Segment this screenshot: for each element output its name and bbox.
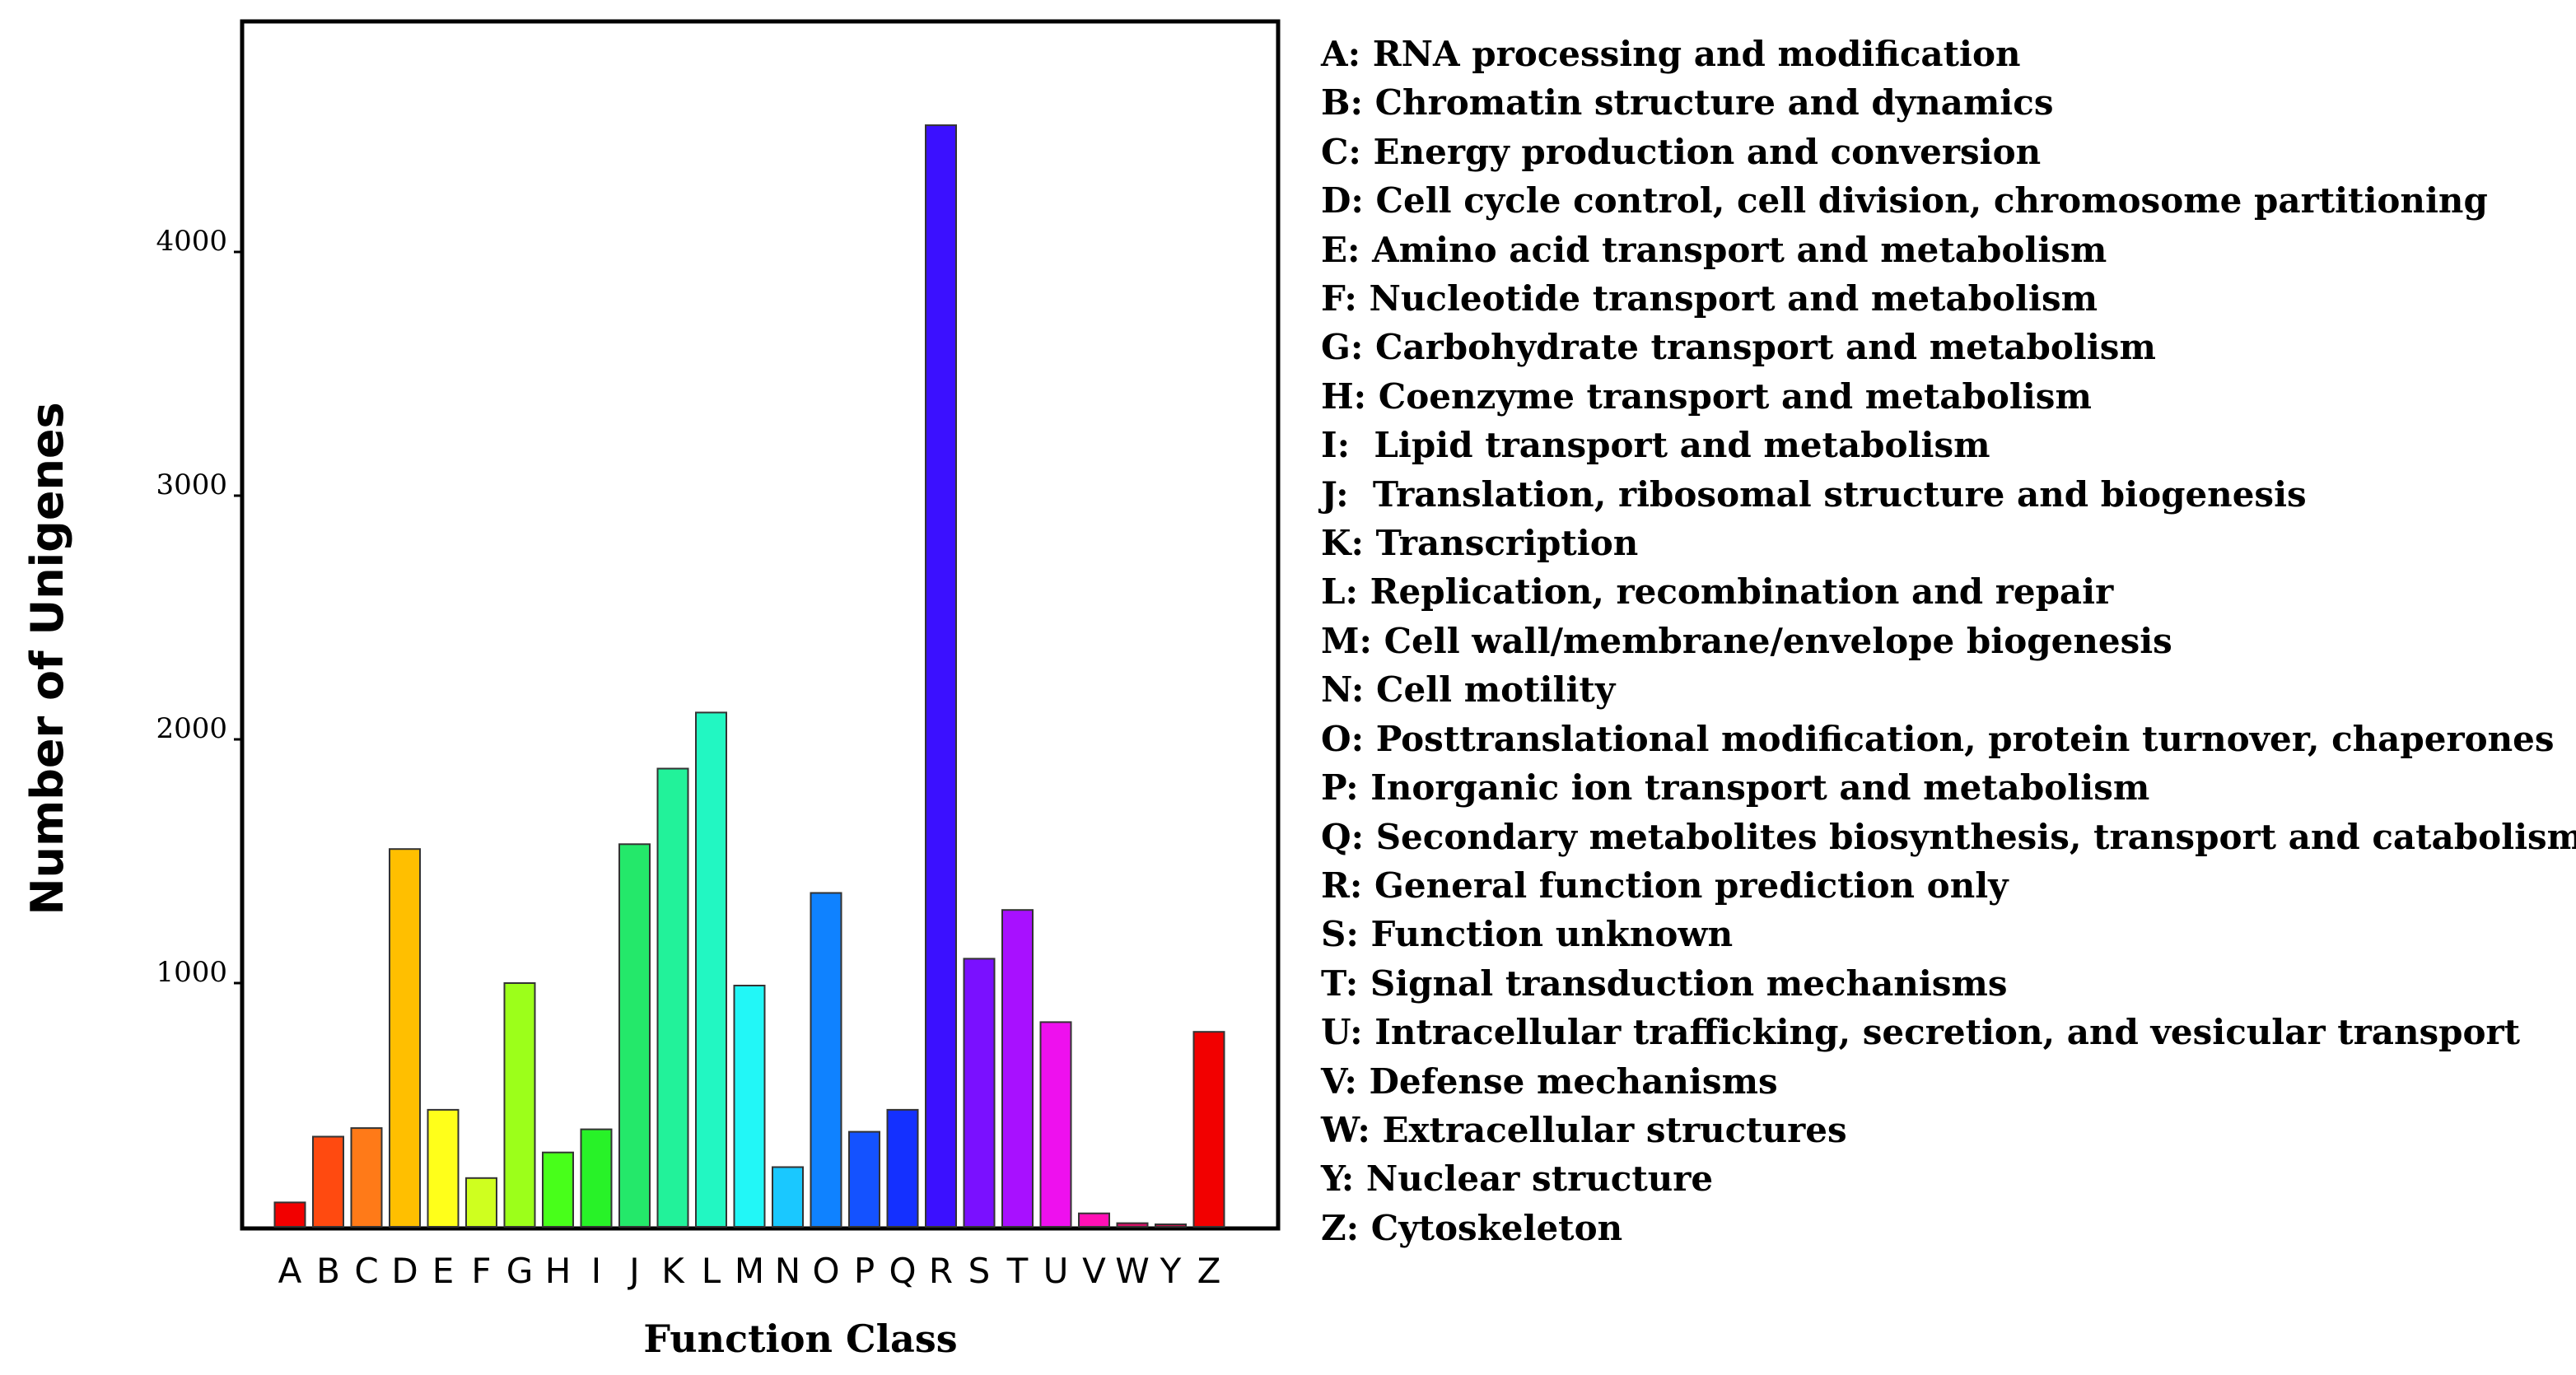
plot-frame [240, 19, 1281, 1231]
bar-S [963, 958, 996, 1228]
bar-H [542, 1151, 574, 1228]
x-axis-label: Function Class [643, 1317, 957, 1361]
legend-item-D: D: Cell cycle control, cell division, ch… [1321, 180, 2488, 221]
y-tick-label-2000: 2000 [156, 712, 227, 745]
legend-item-S: S: Function unknown [1321, 914, 1734, 955]
x-category-label-Y: Y [1160, 1251, 1182, 1291]
x-category-label-C: C [354, 1251, 378, 1291]
legend-item-Y: Y: Nuclear structure [1321, 1158, 1714, 1200]
legend-item-W: W: Extracellular structures [1321, 1109, 1847, 1150]
x-category-label-V: V [1082, 1251, 1106, 1291]
legend-item-T: T: Signal transduction mechanisms [1321, 962, 2008, 1004]
x-category-label-J: J [627, 1251, 639, 1291]
x-category-label-S: S [968, 1251, 991, 1291]
y-tick-label-4000: 4000 [156, 225, 227, 258]
legend-item-K: K: Transcription [1321, 523, 1639, 564]
bar-M [733, 985, 766, 1228]
x-category-label-R: R [929, 1251, 953, 1291]
x-category-label-L: L [702, 1251, 721, 1291]
bar-C [350, 1127, 383, 1228]
x-category-label-T: T [1006, 1251, 1029, 1291]
x-category-label-P: P [854, 1251, 875, 1291]
legend-item-R: R: General function prediction only [1321, 865, 2009, 906]
bar-A [273, 1201, 306, 1228]
bar-Z [1192, 1031, 1225, 1228]
legend-item-E: E: Amino acid transport and metabolism [1321, 229, 2107, 270]
bar-W [1116, 1222, 1149, 1228]
x-category-label-K: K [661, 1251, 685, 1291]
legend-item-O: O: Posttranslational modification, prote… [1321, 718, 2555, 759]
bar-K [656, 767, 689, 1228]
y-axis-ticks: 1000 2000 3000 4000 [156, 225, 244, 989]
x-category-label-F: F [471, 1251, 491, 1291]
legend-item-J: J: Translation, ribosomal structure and … [1321, 473, 2307, 515]
x-category-label-A: A [278, 1251, 302, 1291]
legend-item-I: I: Lipid transport and metabolism [1321, 425, 1990, 466]
x-category-label-U: U [1043, 1251, 1069, 1291]
legend-item-N: N: Cell motility [1321, 669, 1616, 711]
bar-F [465, 1177, 497, 1228]
x-category-label-W: W [1115, 1251, 1150, 1291]
bar-R [925, 124, 957, 1228]
legend-item-V: V: Defense mechanisms [1321, 1060, 1778, 1102]
bar-V [1078, 1212, 1110, 1228]
bar-J [618, 843, 651, 1228]
x-category-label-N: N [775, 1251, 800, 1291]
y-tick-label-1000: 1000 [156, 956, 227, 989]
bar-U [1039, 1021, 1072, 1228]
bar-Y [1155, 1224, 1187, 1228]
legend-item-M: M: Cell wall/membrane/envelope biogenesi… [1321, 620, 2172, 661]
y-tick-label-3000: 3000 [156, 468, 227, 501]
bar-G [503, 982, 536, 1228]
y-axis-label: Number of Unigenes [21, 402, 73, 915]
x-category-label-E: E [432, 1251, 455, 1291]
legend-item-U: U: Intracellular trafficking, secretion,… [1321, 1012, 2521, 1053]
legend-item-L: L: Replication, recombination and repair [1321, 571, 2114, 613]
x-category-label-O: O [812, 1251, 839, 1291]
x-category-label-Z: Z [1197, 1251, 1221, 1291]
x-category-label-B: B [316, 1251, 340, 1291]
x-category-label-I: I [591, 1251, 601, 1291]
legend-item-P: P: Inorganic ion transport and metabolis… [1321, 767, 2150, 809]
legend-item-A: A: RNA processing and modification [1321, 34, 2021, 74]
legend-item-G: G: Carbohydrate transport and metabolism [1321, 327, 2156, 368]
bar-T [1001, 909, 1034, 1228]
bar-B [312, 1135, 344, 1228]
bar-O [810, 892, 842, 1228]
x-category-label-Q: Q [889, 1251, 916, 1291]
bar-I [580, 1128, 613, 1228]
x-category-label-D: D [391, 1251, 418, 1291]
legend: A: RNA processing and modification B: Chr… [1321, 30, 2576, 1252]
x-category-label-M: M [735, 1251, 764, 1291]
x-category-label-H: H [545, 1251, 572, 1291]
bar-P [848, 1130, 880, 1228]
bar-E [427, 1108, 460, 1228]
bar-L [695, 711, 727, 1228]
bar-D [389, 848, 421, 1228]
bar-N [772, 1166, 804, 1228]
legend-item-Z: Z: Cytoskeleton [1321, 1207, 1623, 1248]
bar-Q [886, 1108, 919, 1228]
legend-item-B: B: Chromatin structure and dynamics [1321, 82, 2054, 124]
legend-item-H: H: Coenzyme transport and metabolism [1321, 375, 2092, 417]
legend-item-C: C: Energy production and conversion [1321, 131, 2042, 172]
legend-item-Q: Q: Secondary metabolites biosynthesis, t… [1321, 816, 2576, 857]
x-category-label-G: G [506, 1251, 534, 1291]
bars-group [273, 124, 1225, 1228]
legend-item-F: F: Nucleotide transport and metabolism [1321, 278, 2098, 319]
